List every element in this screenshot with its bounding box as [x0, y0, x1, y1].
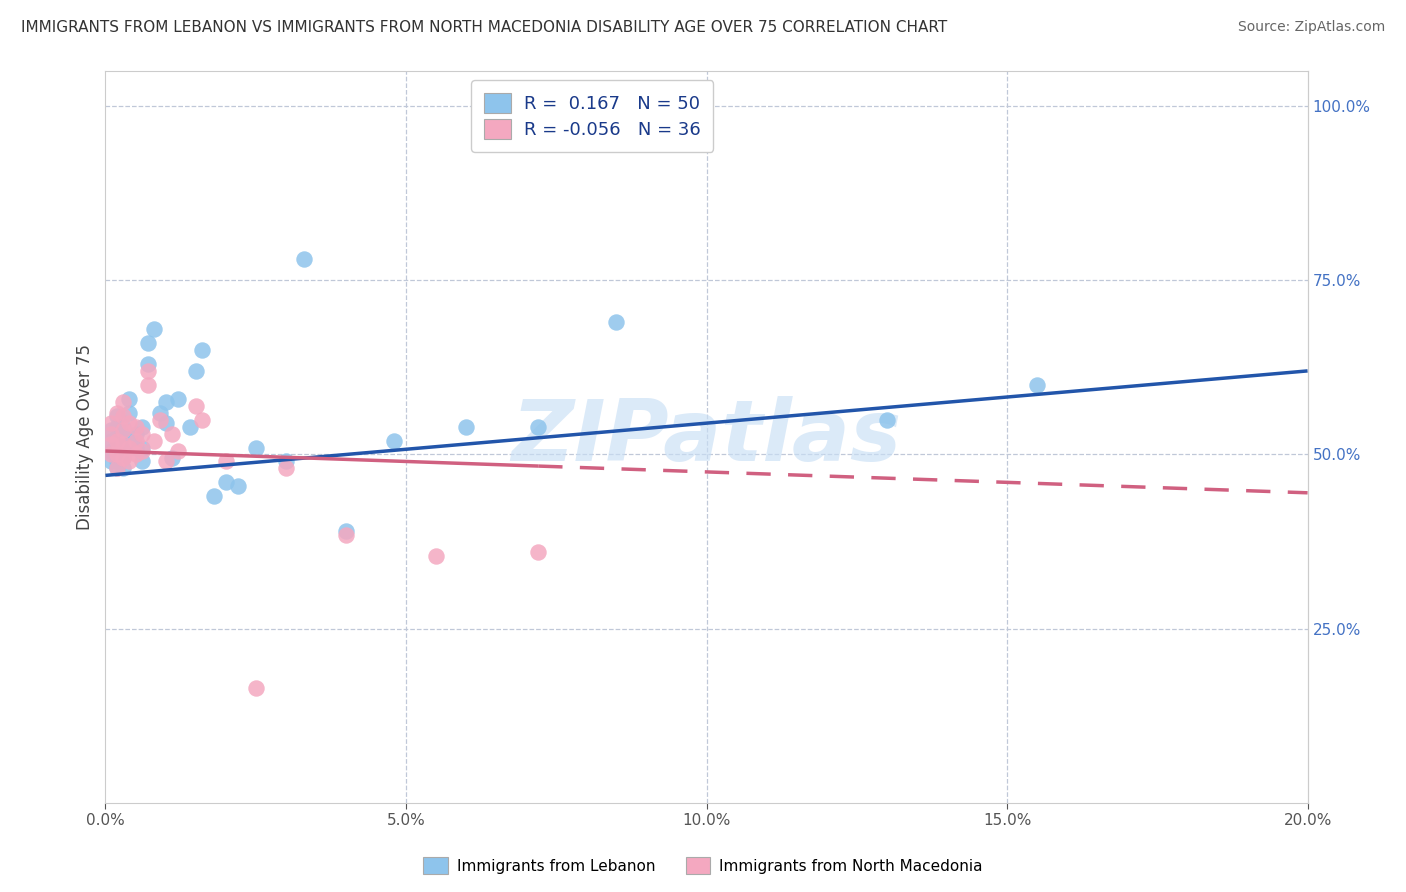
Point — [214, 454, 236, 468]
Point — [107, 444, 129, 458]
Point — [107, 409, 129, 424]
Point — [136, 377, 159, 392]
Text: ZIPatlas: ZIPatlas — [512, 395, 901, 479]
Point — [274, 454, 297, 468]
Point — [100, 444, 122, 458]
Point — [155, 416, 177, 430]
Point — [131, 444, 153, 458]
Y-axis label: Disability Age Over 75: Disability Age Over 75 — [76, 344, 94, 530]
Point — [131, 454, 153, 468]
Point — [214, 475, 236, 490]
Point — [118, 406, 141, 420]
Point — [107, 454, 129, 468]
Point — [100, 448, 122, 462]
Point — [112, 434, 135, 448]
Point — [142, 434, 165, 448]
Point — [118, 416, 141, 430]
Point — [335, 527, 357, 541]
Point — [112, 448, 135, 462]
Point — [274, 461, 297, 475]
Point — [124, 448, 146, 462]
Point — [100, 454, 122, 468]
Point — [166, 444, 188, 458]
Point — [245, 681, 267, 695]
Point — [335, 524, 357, 538]
Text: IMMIGRANTS FROM LEBANON VS IMMIGRANTS FROM NORTH MACEDONIA DISABILITY AGE OVER 7: IMMIGRANTS FROM LEBANON VS IMMIGRANTS FR… — [21, 20, 948, 35]
Point — [527, 419, 550, 434]
Point — [124, 441, 146, 455]
Point — [118, 441, 141, 455]
Point — [148, 406, 170, 420]
Point — [118, 454, 141, 468]
Point — [1026, 377, 1049, 392]
Point — [107, 461, 129, 475]
Point — [100, 437, 122, 451]
Point — [142, 322, 165, 336]
Point — [202, 489, 225, 503]
Point — [245, 441, 267, 455]
Point — [148, 412, 170, 426]
Point — [454, 419, 477, 434]
Point — [112, 450, 135, 465]
Point — [100, 426, 122, 441]
Point — [107, 441, 129, 455]
Point — [527, 545, 550, 559]
Point — [107, 434, 129, 448]
Point — [131, 441, 153, 455]
Point — [107, 448, 129, 462]
Point — [112, 437, 135, 451]
Point — [136, 364, 159, 378]
Point — [155, 454, 177, 468]
Point — [131, 419, 153, 434]
Point — [179, 419, 201, 434]
Point — [876, 412, 898, 426]
Point — [118, 441, 141, 455]
Point — [160, 426, 183, 441]
Point — [118, 392, 141, 406]
Point — [136, 336, 159, 351]
Point — [107, 419, 129, 434]
Point — [112, 409, 135, 424]
Point — [112, 423, 135, 437]
Legend: Immigrants from Lebanon, Immigrants from North Macedonia: Immigrants from Lebanon, Immigrants from… — [418, 851, 988, 880]
Point — [124, 426, 146, 441]
Point — [382, 434, 405, 448]
Point — [100, 434, 122, 448]
Point — [605, 315, 627, 329]
Point — [107, 461, 129, 475]
Point — [184, 364, 207, 378]
Point — [118, 430, 141, 444]
Point — [155, 395, 177, 409]
Legend: R =  0.167   N = 50, R = -0.056   N = 36: R = 0.167 N = 50, R = -0.056 N = 36 — [471, 80, 713, 152]
Point — [124, 434, 146, 448]
Point — [292, 252, 315, 267]
Point — [190, 343, 212, 357]
Point — [160, 450, 183, 465]
Point — [112, 419, 135, 434]
Point — [166, 392, 188, 406]
Point — [124, 419, 146, 434]
Point — [112, 450, 135, 465]
Point — [100, 423, 122, 437]
Point — [107, 430, 129, 444]
Point — [226, 479, 249, 493]
Point — [107, 406, 129, 420]
Point — [112, 461, 135, 475]
Point — [425, 549, 447, 563]
Point — [107, 450, 129, 465]
Point — [100, 416, 122, 430]
Point — [112, 395, 135, 409]
Point — [184, 399, 207, 413]
Point — [190, 412, 212, 426]
Text: Source: ZipAtlas.com: Source: ZipAtlas.com — [1237, 20, 1385, 34]
Point — [136, 357, 159, 371]
Point — [131, 426, 153, 441]
